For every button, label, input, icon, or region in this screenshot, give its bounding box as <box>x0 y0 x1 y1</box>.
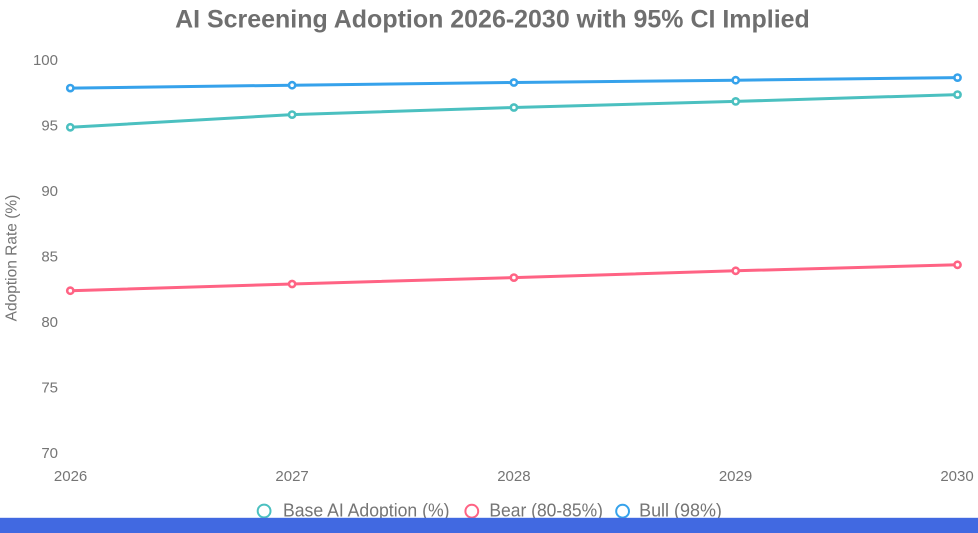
svg-text:95: 95 <box>41 118 58 135</box>
svg-text:70: 70 <box>41 445 58 462</box>
svg-text:80: 80 <box>41 314 58 331</box>
svg-text:Bear (80-85%): Bear (80-85%) <box>489 500 603 520</box>
svg-text:2027: 2027 <box>275 468 308 485</box>
svg-text:Bull (98%): Bull (98%) <box>639 500 722 520</box>
svg-text:2026: 2026 <box>54 468 87 485</box>
svg-text:2029: 2029 <box>719 468 752 485</box>
svg-text:100: 100 <box>33 52 58 69</box>
svg-text:Adoption Rate (%): Adoption Rate (%) <box>4 195 21 322</box>
svg-text:2028: 2028 <box>497 468 530 485</box>
svg-text:85: 85 <box>41 249 58 266</box>
svg-text:Base AI Adoption (%): Base AI Adoption (%) <box>283 500 450 520</box>
svg-text:90: 90 <box>41 183 58 200</box>
svg-text:AI Screening Adoption 2026-203: AI Screening Adoption 2026-2030 with 95%… <box>175 6 810 34</box>
svg-text:2030: 2030 <box>940 468 973 485</box>
svg-text:75: 75 <box>41 379 58 396</box>
